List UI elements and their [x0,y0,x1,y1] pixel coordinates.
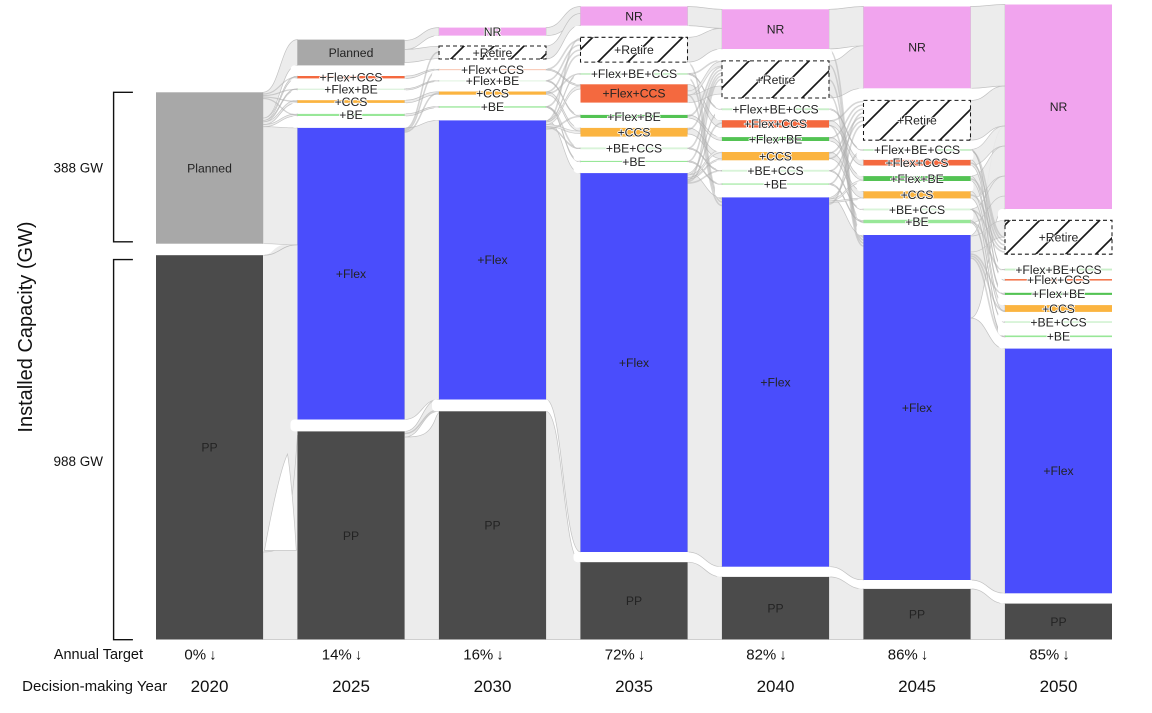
svg-text:Planned: Planned [329,46,374,60]
svg-text:PP: PP [201,441,217,455]
svg-text:NR: NR [767,22,785,36]
svg-text:+Flex+BE+CCS: +Flex+BE+CCS [874,143,960,157]
svg-text:2030: 2030 [474,677,512,696]
svg-text:NR: NR [484,25,502,39]
svg-text:86% ↓: 86% ↓ [888,646,929,663]
svg-text:PP: PP [1050,615,1066,629]
svg-text:+Flex: +Flex [619,356,649,370]
svg-text:2050: 2050 [1040,677,1078,696]
svg-text:+BE+CCS: +BE+CCS [889,203,945,217]
svg-text:14% ↓: 14% ↓ [322,646,363,663]
svg-text:+BE: +BE [622,155,645,169]
svg-text:+Flex+CCS: +Flex+CCS [1027,273,1090,287]
svg-text:72% ↓: 72% ↓ [605,646,646,663]
svg-text:2020: 2020 [191,677,229,696]
svg-text:+Flex+BE+CCS: +Flex+BE+CCS [732,103,818,117]
svg-text:NR: NR [908,41,926,55]
svg-text:+Flex+BE: +Flex+BE [1032,287,1086,301]
svg-text:+CCS: +CCS [335,95,368,109]
svg-text:NR: NR [625,9,643,23]
svg-text:+BE: +BE [905,215,928,229]
svg-text:+Flex+BE: +Flex+BE [890,172,944,186]
svg-text:+CCS: +CCS [1042,302,1075,316]
svg-text:+Flex: +Flex [1043,464,1073,478]
svg-text:PP: PP [484,519,500,533]
svg-text:+BE: +BE [1047,330,1070,344]
svg-text:+Flex: +Flex [760,375,790,389]
svg-text:Planned: Planned [187,161,232,175]
svg-text:+Flex+BE: +Flex+BE [749,132,803,146]
svg-text:NR: NR [1050,100,1068,114]
svg-text:2035: 2035 [615,677,653,696]
svg-text:+BE: +BE [339,108,362,122]
svg-text:+CCS: +CCS [476,86,509,100]
svg-text:+CCS: +CCS [901,188,934,202]
svg-text:+Flex+CCS: +Flex+CCS [886,156,949,170]
svg-text:+Flex+CCS: +Flex+CCS [461,63,524,77]
svg-text:+Flex: +Flex [477,253,507,267]
svg-text:+Flex+BE: +Flex+BE [324,83,378,97]
svg-text:+BE+CCS: +BE+CCS [606,142,662,156]
svg-text:+BE: +BE [481,100,504,114]
svg-text:388 GW: 388 GW [53,161,103,176]
svg-text:Installed Capacity (GW): Installed Capacity (GW) [15,221,37,432]
svg-text:988 GW: 988 GW [53,454,103,469]
svg-text:PP: PP [909,608,925,622]
svg-text:2040: 2040 [757,677,795,696]
svg-text:85% ↓: 85% ↓ [1029,646,1070,663]
svg-text:PP: PP [767,602,783,616]
svg-text:+Retire: +Retire [1039,231,1079,245]
svg-text:82% ↓: 82% ↓ [746,646,787,663]
svg-text:2045: 2045 [898,677,936,696]
svg-text:+Flex+BE: +Flex+BE [607,110,661,124]
svg-text:+Flex: +Flex [336,267,366,281]
svg-text:PP: PP [343,529,359,543]
svg-text:PP: PP [626,594,642,608]
svg-text:+Flex+BE: +Flex+BE [466,74,520,88]
svg-text:+Flex+CCS: +Flex+CCS [603,87,666,101]
svg-text:+BE: +BE [764,177,787,191]
svg-text:+Flex+BE+CCS: +Flex+BE+CCS [1015,263,1101,277]
svg-text:+Retire: +Retire [756,73,796,87]
svg-text:2025: 2025 [332,677,370,696]
svg-text:16% ↓: 16% ↓ [463,646,504,663]
svg-text:0% ↓: 0% ↓ [184,646,216,663]
svg-text:+CCS: +CCS [759,150,792,164]
svg-text:+Flex: +Flex [902,401,932,415]
svg-text:+Retire: +Retire [473,46,513,60]
svg-text:+Flex+CCS: +Flex+CCS [744,117,807,131]
svg-text:+Flex+CCS: +Flex+CCS [320,71,383,85]
svg-text:+Flex+BE+CCS: +Flex+BE+CCS [591,67,677,81]
svg-text:+Retire: +Retire [614,43,654,57]
svg-text:Annual Target: Annual Target [54,647,143,663]
svg-text:+Retire: +Retire [897,114,937,128]
svg-text:Decision-making Year: Decision-making Year [22,678,167,695]
svg-text:+CCS: +CCS [618,126,651,140]
svg-text:+BE+CCS: +BE+CCS [1030,315,1086,329]
svg-text:+BE+CCS: +BE+CCS [747,164,803,178]
